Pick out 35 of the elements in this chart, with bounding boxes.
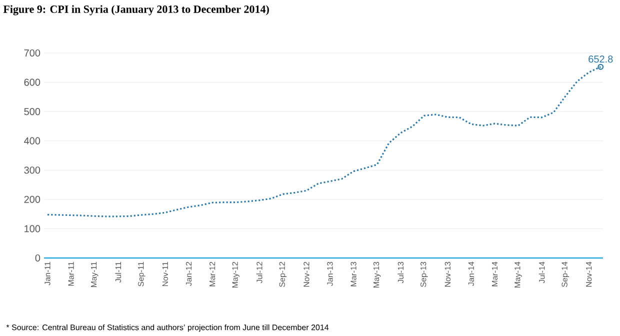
y-tick-label: 300 xyxy=(24,166,40,174)
y-tick-label: 500 xyxy=(24,108,40,116)
x-tick-label: Sep-13 xyxy=(420,262,428,287)
y-tick-label: 100 xyxy=(24,225,40,232)
chart-title: Figure 9: CPI in Syria (January 2013 to December 2014) xyxy=(3,5,269,16)
x-tick-label: May-13 xyxy=(373,262,381,288)
x-tick-label: Nov-11 xyxy=(162,262,168,286)
x-tick-label: Mar-14 xyxy=(492,262,498,286)
data-label: 652.8 xyxy=(588,56,613,63)
x-tick-label: May-12 xyxy=(232,262,240,288)
x-tick-label: Nov-12 xyxy=(304,262,310,287)
x-tick-label: Jan-12 xyxy=(186,262,192,286)
x-tick-label: Mar-11 xyxy=(68,262,74,286)
x-tick-label: Sep-12 xyxy=(279,262,287,287)
x-tick-label: Sep-14 xyxy=(562,262,569,287)
y-tick-label: 600 xyxy=(24,78,40,86)
x-tick-label: Jul-12 xyxy=(256,262,262,284)
x-tick-label: Jan-14 xyxy=(468,262,474,286)
y-tick-label: 400 xyxy=(24,137,40,144)
x-tick-label: May-11 xyxy=(91,262,98,287)
y-tick-label: 700 xyxy=(24,49,40,57)
x-tick-label: Nov-13 xyxy=(444,262,450,287)
x-tick-label: May-14 xyxy=(514,262,522,288)
x-tick-label: Sep-11 xyxy=(138,262,146,286)
x-tick-label: Mar-12 xyxy=(209,262,216,286)
y-tick-label: 0 xyxy=(35,254,40,262)
x-tick-label: Jul-13 xyxy=(398,262,404,284)
x-tick-label: Jan-11 xyxy=(44,262,50,286)
x-tick-label: Mar-13 xyxy=(350,262,356,286)
x-tick-label: Nov-14 xyxy=(586,262,592,287)
y-tick-label: 200 xyxy=(24,196,40,203)
x-tick-label: Jan-13 xyxy=(327,262,333,286)
text: * Source: Central Bureau of Statistics and authors’ projection from June till December 2014 xyxy=(6,324,329,332)
x-tick-label: Jul-14 xyxy=(538,262,545,284)
x-tick-label: Jul-11 xyxy=(115,262,122,283)
